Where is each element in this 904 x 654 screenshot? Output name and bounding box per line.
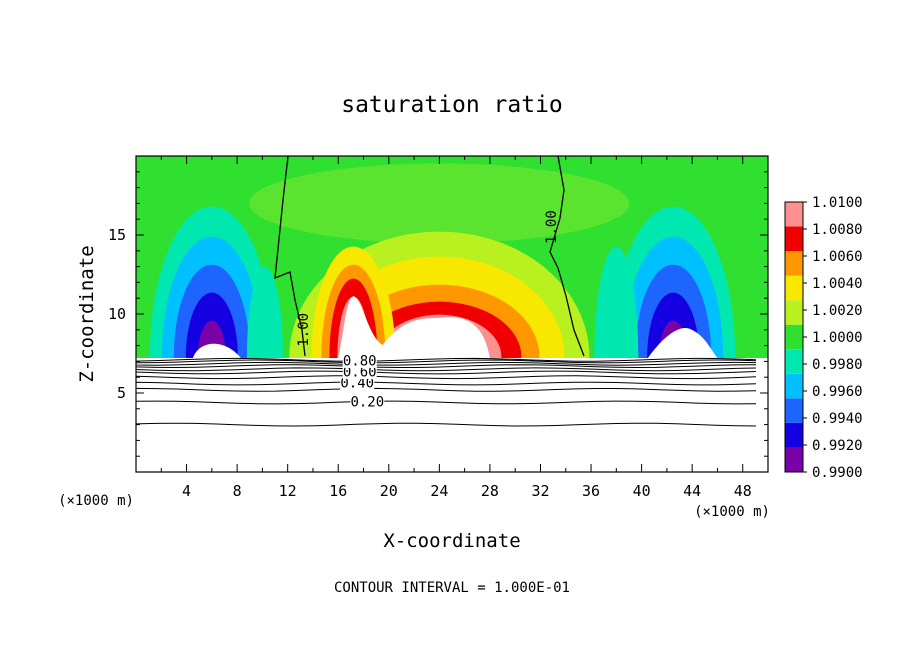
colorbar-label: 1.0020 <box>812 303 863 319</box>
x-tick-label: 8 <box>233 482 242 500</box>
contour-line <box>136 357 757 362</box>
contour-lines: 1.00 1.00 0.20 0.400.600.80 <box>136 156 757 427</box>
contour-line <box>136 375 757 380</box>
x-tick-label: 28 <box>481 482 499 500</box>
colorbar-swatch <box>785 447 803 472</box>
colorbar-swatch <box>785 226 803 252</box>
y-tick-label: 5 <box>117 384 126 402</box>
contour-label: 0.20 <box>350 394 384 410</box>
colorbar-label: 0.9920 <box>812 438 863 454</box>
contour-label-bg <box>342 365 377 379</box>
contour-label-bg <box>342 354 377 368</box>
x-tick-label: 20 <box>380 482 398 500</box>
colorbar-label: 0.9940 <box>812 411 863 427</box>
colorbar-swatch <box>785 373 803 399</box>
x-axis-unit: (×1000 m) <box>694 504 770 520</box>
colorbar-label: 1.0000 <box>812 330 863 346</box>
x-axis-label: X-coordinate <box>383 530 520 552</box>
x-tick-label: 48 <box>734 482 752 500</box>
x-axis-ticks: 4 8 12 16 20 24 28 32 36 40 44 48 <box>160 156 752 500</box>
contour-line <box>136 370 757 375</box>
y-axis-ticks: 5 10 15 <box>108 171 768 457</box>
x-tick-label: 44 <box>683 482 701 500</box>
colorbar-swatch <box>785 349 803 374</box>
x-tick-label: 12 <box>279 482 297 500</box>
x-tick-label: 16 <box>329 482 347 500</box>
field-band <box>338 296 490 358</box>
colorbar-label: 1.0060 <box>812 249 863 265</box>
y-tick-label: 15 <box>108 226 126 244</box>
x-tick-label: 40 <box>633 482 651 500</box>
colorbar-label: 0.9900 <box>812 465 863 481</box>
contour-line <box>136 364 757 369</box>
contour-label-bg <box>340 377 375 391</box>
contour-line <box>136 422 757 427</box>
colorbar-swatch <box>785 422 803 448</box>
x-tick-label: 36 <box>582 482 600 500</box>
contour-line <box>136 361 757 366</box>
field-band <box>594 246 639 358</box>
contour-label: 1.00 <box>544 210 560 244</box>
field-band <box>647 328 718 358</box>
contour-interval-note: CONTOUR INTERVAL = 1.000E-01 <box>334 580 570 596</box>
y-axis-unit: (×1000 m) <box>58 493 134 509</box>
field-band <box>249 163 630 244</box>
contour-line <box>136 400 757 405</box>
colorbar-swatch <box>785 398 803 423</box>
y-tick-label: 10 <box>108 305 126 323</box>
contour-label: 0.40 <box>340 376 374 392</box>
colorbar-label: 0.9960 <box>812 384 863 400</box>
contour-label: 0.80 <box>343 353 377 369</box>
x-tick-label: 24 <box>430 482 448 500</box>
contour-line <box>136 387 757 392</box>
contour-line <box>274 156 306 357</box>
colorbar-label: 0.9980 <box>812 357 863 373</box>
colorbar-label: 1.0100 <box>812 195 863 211</box>
colorbar-label: 1.0080 <box>812 222 863 238</box>
x-tick-label: 4 <box>182 482 191 500</box>
x-tick-label: 32 <box>531 482 549 500</box>
field-band <box>246 266 283 358</box>
colorbar-label: 1.0040 <box>812 276 863 292</box>
colorbar: 0.9900 0.9920 0.9940 0.9960 0.9980 1.0000 1.00… <box>784 195 863 481</box>
colorbar-swatch <box>785 202 803 227</box>
colorbar-swatch <box>785 275 803 301</box>
contour-line <box>549 156 585 357</box>
field-band <box>192 343 241 358</box>
contour-label: 0.60 <box>343 364 377 380</box>
contour-label-bg <box>350 395 385 409</box>
contour-label: 1.00 <box>296 313 312 347</box>
contour-line <box>136 381 757 386</box>
colorbar-swatch <box>785 300 803 325</box>
colorbar-swatch <box>785 251 803 276</box>
chart-title: saturation ratio <box>341 92 563 118</box>
contour-line <box>136 359 757 364</box>
saturation-field <box>136 156 768 358</box>
colorbar-swatch <box>785 324 803 350</box>
contour-line <box>136 367 757 372</box>
y-axis-label: Z-coordinate <box>76 245 98 382</box>
